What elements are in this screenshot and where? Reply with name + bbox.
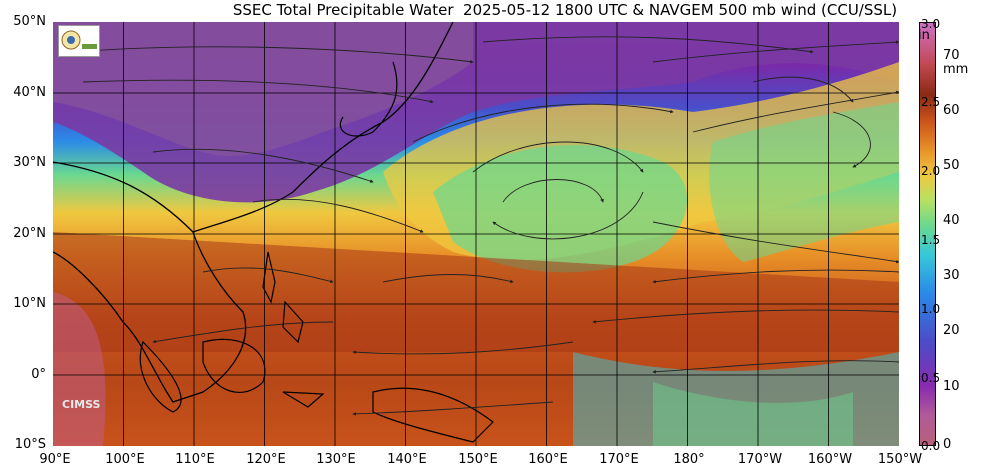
in-unit-label: in <box>918 28 930 43</box>
lon-label: 120°E <box>246 452 286 467</box>
ssec-logo <box>58 25 100 57</box>
mm-tick: 50 <box>943 158 960 173</box>
precipitable-water-map[interactable] <box>53 22 899 446</box>
in-tick: 1.0 <box>921 302 941 316</box>
mm-unit-label: mm <box>943 62 969 77</box>
lon-label: 160°E <box>528 452 568 467</box>
lat-label: 50°N <box>13 14 46 29</box>
lat-label: 20°N <box>13 226 46 241</box>
mm-tick: 0 <box>943 437 952 452</box>
lon-label: 140°E <box>387 452 427 467</box>
lon-label: 90°E <box>39 452 71 467</box>
lon-label: 150°W <box>877 452 923 467</box>
in-tick: 0.5 <box>921 371 941 385</box>
mm-tick: 40 <box>943 213 960 228</box>
mm-tick: 20 <box>943 323 960 338</box>
cimss-logo: CIMSS <box>62 398 101 411</box>
lon-label: 100°E <box>105 452 145 467</box>
in-tick: 2.5 <box>921 95 941 109</box>
lat-label: 0° <box>31 367 46 382</box>
mm-tick: 10 <box>943 379 960 394</box>
in-tick: 70 <box>943 48 960 63</box>
lon-label: 130°E <box>316 452 356 467</box>
colorbar-gradient <box>920 23 935 445</box>
lon-label: 180° <box>673 452 705 467</box>
lon-label: 170°E <box>599 452 639 467</box>
lat-label: 10°N <box>13 296 46 311</box>
map-title: SSEC Total Precipitable Water 2025-05-12… <box>232 1 898 19</box>
lon-label: 110°E <box>175 452 215 467</box>
in-tick: 0.0 <box>921 439 941 453</box>
lon-label: 150°E <box>458 452 498 467</box>
lat-label: 40°N <box>13 85 46 100</box>
lat-label: 10°S <box>14 437 46 452</box>
seal-icon <box>61 30 97 50</box>
mm-tick: 30 <box>943 268 960 283</box>
in-tick: 2.0 <box>921 164 941 178</box>
lon-label: 160°W <box>807 452 853 467</box>
in-tick: 3.0 <box>921 17 941 31</box>
mm-tick: 60 <box>943 103 960 118</box>
in-tick: 1.5 <box>921 233 941 247</box>
colorbar <box>919 22 936 446</box>
map-field <box>53 22 899 446</box>
lat-label: 30°N <box>13 155 46 170</box>
lon-label: 170°W <box>737 452 783 467</box>
